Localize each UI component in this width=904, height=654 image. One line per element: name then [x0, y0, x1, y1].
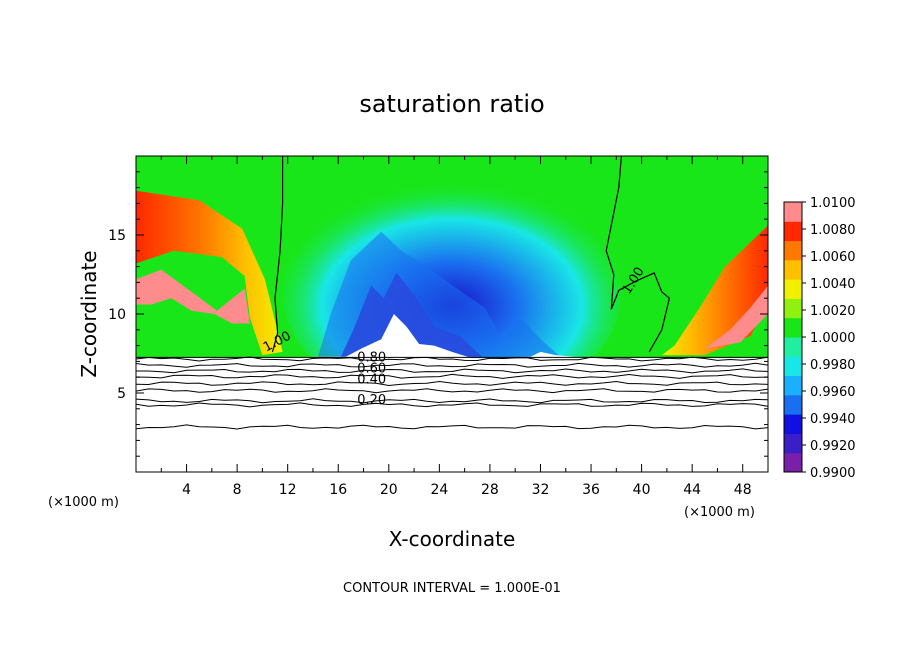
colorbar-label: 1.0040	[810, 277, 856, 292]
colorbar-swatch	[784, 298, 802, 319]
contour-line	[136, 424, 768, 430]
contour-line-1-00-west	[271, 156, 284, 353]
x-tick-label: 40	[633, 482, 651, 498]
colorbar-swatch	[784, 259, 802, 280]
terrain-blank-region	[136, 314, 768, 362]
x-tick-label: 48	[734, 482, 752, 498]
chart-title: saturation ratio	[359, 90, 544, 118]
x-axis-label: X-coordinate	[389, 527, 516, 551]
colorbar-swatch	[784, 221, 802, 242]
colorbar-swatch	[784, 375, 802, 396]
colorbar-label: 1.0000	[810, 331, 856, 346]
supersaturated-peak-west	[136, 269, 250, 324]
y-tick-label: 10	[108, 307, 126, 323]
x-tick-label: 20	[380, 482, 398, 498]
x-tick-label: 4	[182, 482, 191, 498]
contour-line	[136, 380, 768, 387]
colorbar-swatch	[784, 452, 802, 473]
contour-lines	[136, 156, 768, 430]
y-axis-label: Z-coordinate	[77, 250, 101, 377]
x-unit-left: (×1000 m)	[48, 495, 119, 510]
colorbar-label: 0.9980	[810, 358, 856, 373]
colorbar-label: 1.0100	[810, 196, 856, 211]
x-tick-label: 16	[329, 482, 347, 498]
x-unit-right: (×1000 m)	[684, 505, 755, 520]
colorbar-label: 1.0020	[810, 304, 856, 319]
contour-label: 0.80	[357, 350, 386, 365]
contour-line	[136, 388, 768, 394]
plot-area: 1.001.000.800.600.400.20	[136, 156, 768, 472]
colorbar-swatch	[784, 414, 802, 434]
colorbar-swatch	[784, 433, 802, 454]
colorbar-swatch	[784, 394, 802, 415]
contour-interval-note: CONTOUR INTERVAL = 1.000E-01	[343, 581, 561, 596]
x-tick-label: 12	[279, 482, 297, 498]
x-tick-label: 32	[532, 482, 550, 498]
contour-line	[136, 356, 768, 362]
colorbar-label: 1.0080	[810, 223, 856, 238]
contour-label: 0.20	[357, 393, 386, 408]
contour-label: 0.40	[357, 373, 386, 388]
colorbar-label: 1.0060	[810, 250, 856, 265]
supersaturated-peak-east	[704, 285, 768, 349]
colorbar-label: 0.9900	[810, 466, 856, 481]
contour-label: 0.60	[357, 361, 386, 376]
colorbar-label: 0.9960	[810, 385, 856, 400]
y-tick-label: 5	[117, 386, 126, 402]
supersaturated-zone-west	[136, 190, 283, 356]
x-tick-label: 36	[582, 482, 600, 498]
colorbar-swatch	[784, 356, 802, 377]
colorbar-label: 0.9940	[810, 412, 856, 427]
colorbar-label: 0.9920	[810, 439, 856, 454]
colorbar-swatch	[784, 240, 802, 261]
x-tick-label: 44	[683, 482, 701, 498]
contour-line	[136, 398, 768, 404]
y-tick-label: 15	[108, 228, 126, 244]
contour-line	[136, 402, 768, 408]
colorbar-swatch	[784, 279, 802, 299]
x-axis-ticks: 4 8 12 16 20 24 28 32 36 40 44 48	[160, 156, 752, 498]
contour-line	[136, 373, 768, 379]
contour-labels: 1.001.000.800.600.400.20	[261, 265, 648, 408]
x-tick-label: 24	[430, 482, 448, 498]
contour-line	[136, 362, 768, 368]
y-axis-ticks: 5 10 15	[108, 171, 768, 457]
colorbar-swatch	[784, 317, 802, 338]
x-tick-label: 8	[233, 482, 242, 498]
colorbar-swatch	[784, 202, 802, 222]
colorbar-swatch	[784, 337, 802, 357]
contour-line-1-00-east	[605, 156, 671, 353]
lower-blank-region	[136, 358, 768, 472]
subsaturated-band	[318, 231, 561, 357]
contour-line	[136, 368, 768, 374]
x-tick-label: 28	[481, 482, 499, 498]
colorbar: 0.9900 0.9920 0.9940 0.9960 0.9980 1.0000 1.00…	[783, 196, 856, 481]
